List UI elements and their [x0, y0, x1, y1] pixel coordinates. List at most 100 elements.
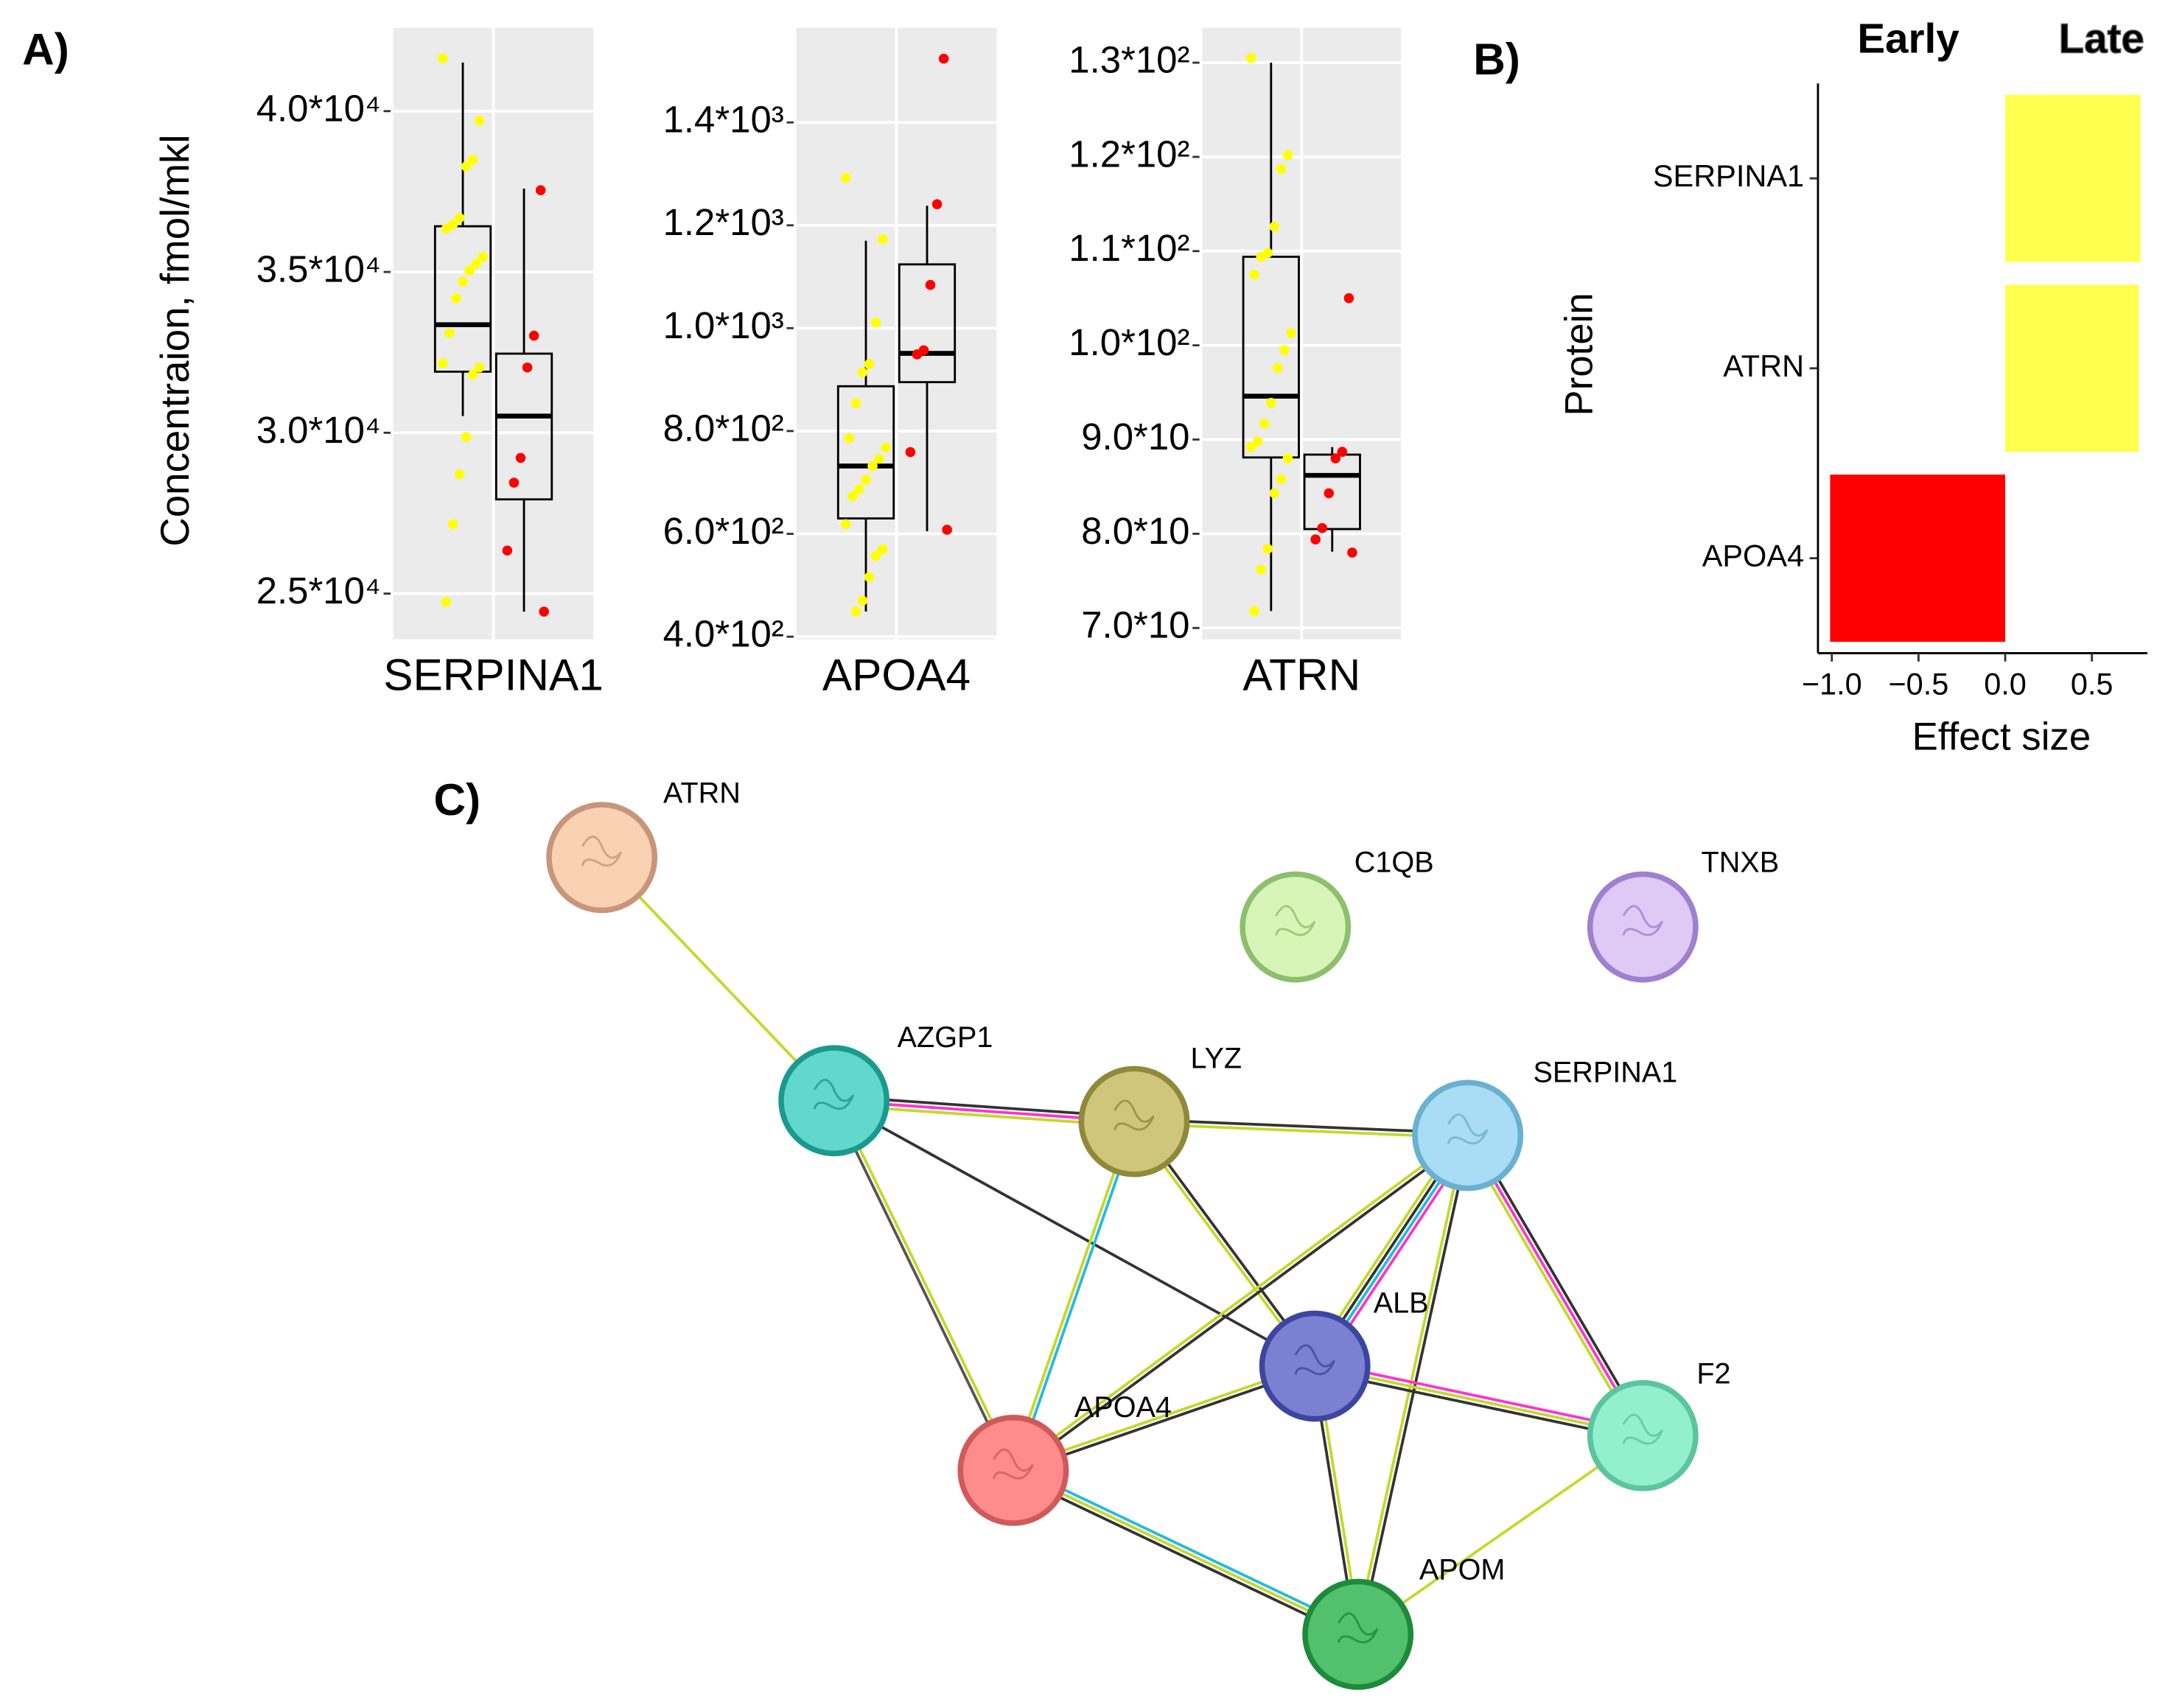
data-point: [1310, 534, 1321, 545]
data-point: [841, 172, 851, 183]
node-structure-icon: [581, 836, 623, 867]
node-structure-icon: [993, 1448, 1034, 1480]
network-edge: [1011, 1132, 1467, 1470]
data-point: [850, 606, 861, 617]
data-point: [1343, 293, 1354, 304]
data-point: [1262, 544, 1273, 554]
data-point: [1256, 564, 1266, 575]
data-point: [857, 367, 868, 378]
network-edge: [1010, 1120, 1133, 1471]
y-tick-label: 9.0*10: [1081, 416, 1189, 458]
data-point: [444, 328, 455, 338]
y-tick-label: 4.0*10²: [663, 613, 784, 655]
data-point: [847, 491, 858, 502]
node-structure-icon: [1447, 1113, 1489, 1145]
data-point: [881, 442, 891, 453]
data-point: [931, 199, 943, 209]
data-point: [1252, 436, 1263, 447]
network-edge: [1357, 1434, 1644, 1636]
data-point: [1286, 328, 1296, 338]
network-node: [957, 1415, 1069, 1526]
y-tick-label: 2.5*10⁴: [256, 570, 381, 612]
network-node: [1302, 1578, 1414, 1690]
x-tick-label: 0.5: [2071, 667, 2114, 701]
network-edge: [1133, 1122, 1468, 1139]
network-edge: [1013, 1135, 1470, 1474]
x-label: APOA4: [822, 649, 971, 699]
node-label: ATRN: [663, 777, 741, 809]
network-edge: [1314, 1365, 1643, 1438]
y-tick-label: 1.3*10²: [1069, 39, 1189, 81]
data-point: [861, 475, 871, 486]
data-point: [874, 453, 884, 464]
data-point: [877, 544, 888, 555]
data-point: [1245, 441, 1256, 452]
data-point: [478, 251, 489, 262]
data-point: [1245, 52, 1256, 63]
y-tick-label: 7.0*10: [1081, 604, 1189, 646]
box: [433, 225, 492, 373]
data-point: [1282, 150, 1293, 161]
data-point: [942, 525, 952, 535]
node-label: F2: [1696, 1358, 1730, 1390]
node-label: AZGP1: [898, 1021, 993, 1054]
y-tick-label: 3.5*10⁴: [256, 248, 381, 290]
network-edge: [833, 1099, 1316, 1368]
node-structure-icon: [1337, 1612, 1379, 1644]
y-tick-label: 4.0*10⁴: [256, 87, 381, 129]
network-edge: [1013, 1469, 1359, 1636]
box: [1303, 453, 1361, 531]
y-tick-label: 1.0*10²: [1069, 321, 1189, 363]
category-label: SERPINA1: [1653, 158, 1804, 193]
data-point: [1269, 221, 1280, 232]
data-point: [1269, 488, 1280, 499]
network-node: [1259, 1310, 1371, 1422]
node-structure-icon: [813, 1079, 855, 1110]
data-point: [1265, 397, 1276, 408]
x-axis-title: Effect size: [1912, 715, 2091, 758]
box: [898, 263, 957, 384]
node-structure-icon: [1294, 1344, 1335, 1376]
node-structure-icon: [1622, 905, 1664, 937]
network-edge: [1313, 1369, 1643, 1442]
data-point: [474, 116, 485, 126]
network-edge: [1354, 1134, 1467, 1634]
data-point: [877, 234, 888, 245]
data-point: [535, 185, 546, 195]
data-point: [1347, 547, 1357, 558]
network-node: [1078, 1065, 1190, 1177]
data-point: [441, 597, 452, 607]
x-tick-label: −0.5: [1888, 667, 1948, 701]
data-point: [458, 276, 468, 287]
y-tick-label: 1.2*10²: [1069, 133, 1189, 175]
y-tick-label: 3.0*10⁴: [256, 409, 381, 451]
data-point: [867, 461, 878, 472]
bar: [2005, 94, 2141, 262]
network-node: [1587, 1379, 1699, 1491]
x-label: SERPINA1: [383, 649, 603, 699]
network-edge: [834, 1099, 1017, 1470]
data-point: [1282, 453, 1293, 463]
data-point: [850, 398, 861, 409]
y-tick-label: 1.4*10³: [663, 99, 784, 141]
data-point: [438, 53, 448, 64]
data-point: [857, 595, 868, 606]
data-point: [515, 452, 526, 463]
data-point: [508, 477, 520, 488]
network-node: [1240, 871, 1352, 983]
data-point: [870, 550, 881, 561]
category-label: ATRN: [1723, 349, 1804, 383]
network-edge: [1013, 1121, 1138, 1472]
network-edge: [1010, 1473, 1357, 1640]
legend-label: Late: [2059, 15, 2144, 62]
data-point: [1324, 488, 1335, 499]
network-edge: [1358, 1135, 1472, 1636]
data-point: [864, 572, 875, 582]
network-edge: [1014, 1465, 1361, 1632]
node-label: C1QB: [1354, 847, 1434, 879]
data-point: [938, 53, 949, 64]
data-point: [912, 349, 923, 360]
data-point: [474, 362, 485, 373]
data-point: [925, 279, 936, 290]
panel-label: C): [433, 774, 480, 825]
